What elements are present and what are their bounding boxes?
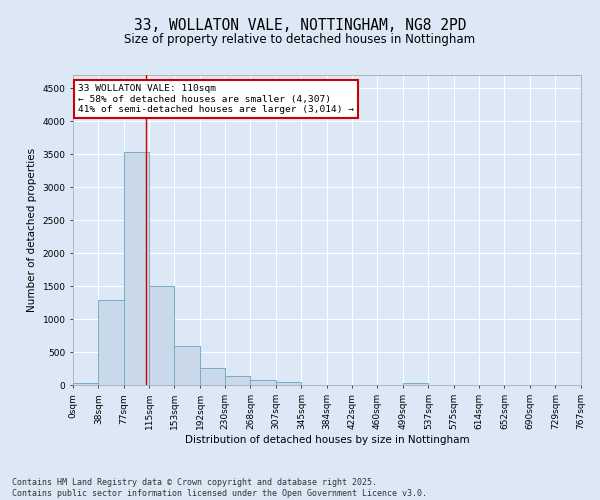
Y-axis label: Number of detached properties: Number of detached properties <box>27 148 37 312</box>
Bar <box>124 152 149 386</box>
Bar <box>276 382 301 386</box>
Text: Size of property relative to detached houses in Nottingham: Size of property relative to detached ho… <box>124 32 476 46</box>
Bar <box>98 300 124 386</box>
Bar <box>226 376 250 386</box>
Text: Contains HM Land Registry data © Crown copyright and database right 2025.
Contai: Contains HM Land Registry data © Crown c… <box>12 478 427 498</box>
Bar <box>301 385 327 386</box>
X-axis label: Distribution of detached houses by size in Nottingham: Distribution of detached houses by size … <box>185 435 469 445</box>
Text: 33, WOLLATON VALE, NOTTINGHAM, NG8 2PD: 33, WOLLATON VALE, NOTTINGHAM, NG8 2PD <box>134 18 466 32</box>
Bar <box>73 384 98 386</box>
Bar <box>250 380 276 386</box>
Bar <box>175 346 200 386</box>
Bar <box>149 286 175 386</box>
Bar <box>403 384 428 386</box>
Bar <box>200 368 226 386</box>
Text: 33 WOLLATON VALE: 110sqm
← 58% of detached houses are smaller (4,307)
41% of sem: 33 WOLLATON VALE: 110sqm ← 58% of detach… <box>78 84 354 114</box>
